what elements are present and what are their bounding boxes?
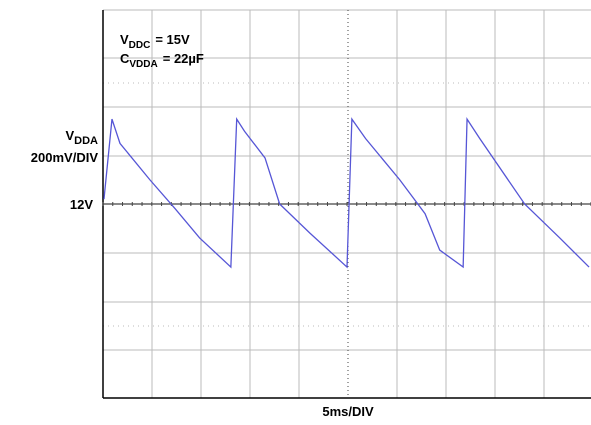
y-label: VDDA bbox=[65, 128, 98, 147]
waveform bbox=[103, 117, 590, 269]
annotation: CVDDA = 22µF bbox=[120, 51, 204, 70]
annotation: VDDC = 15V bbox=[120, 32, 190, 51]
x-label: 5ms/DIV bbox=[322, 404, 374, 419]
y-scale: 200mV/DIV bbox=[31, 150, 99, 165]
y-tick-label: 12V bbox=[70, 197, 93, 212]
